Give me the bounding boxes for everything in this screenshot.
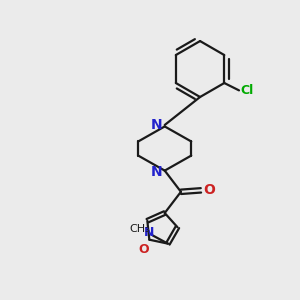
Text: N: N (144, 226, 154, 239)
Text: N: N (151, 118, 162, 132)
Text: N: N (151, 165, 162, 179)
Text: CH₃: CH₃ (130, 224, 150, 234)
Text: Cl: Cl (241, 84, 254, 97)
Text: O: O (203, 183, 215, 197)
Text: O: O (139, 243, 149, 256)
